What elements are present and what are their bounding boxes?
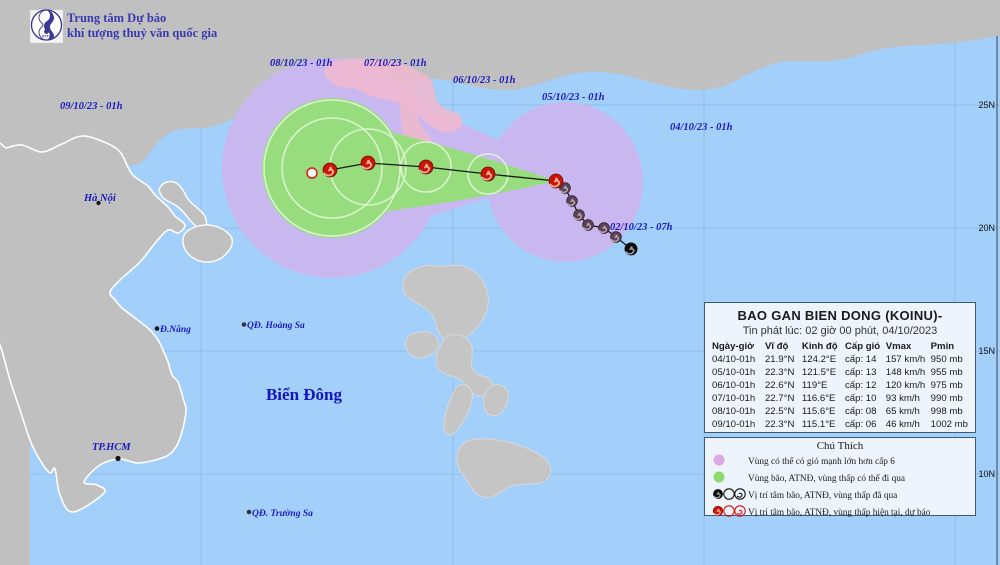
svg-text:Biển Đông: Biển Đông	[266, 385, 343, 404]
svg-text:05/10/23 - 01h: 05/10/23 - 01h	[542, 92, 605, 103]
svg-text:10N: 10N	[978, 469, 995, 479]
svg-text:07/10/23 - 01h: 07/10/23 - 01h	[364, 58, 427, 69]
svg-text:25N: 25N	[978, 100, 995, 110]
svg-text:Đ.Nẵng: Đ.Nẵng	[159, 324, 191, 335]
svg-text:khí tượng thuỷ văn quốc gia: khí tượng thuỷ văn quốc gia	[67, 26, 218, 40]
svg-text:20N: 20N	[978, 223, 995, 233]
svg-text:15N: 15N	[978, 346, 995, 356]
svg-text:QĐ. Trường Sa: QĐ. Trường Sa	[252, 509, 313, 519]
svg-text:QĐ. Hoàng Sa: QĐ. Hoàng Sa	[247, 321, 305, 331]
svg-text:09/10/23 - 01h: 09/10/23 - 01h	[60, 101, 123, 112]
svg-text:04/10/23 - 01h: 04/10/23 - 01h	[670, 122, 733, 133]
svg-text:02/10/23 - 07h: 02/10/23 - 07h	[610, 222, 673, 233]
svg-text:Hà Nội: Hà Nội	[83, 193, 116, 204]
svg-text:06/10/23 - 01h: 06/10/23 - 01h	[453, 75, 516, 86]
svg-text:08/10/23 - 01h: 08/10/23 - 01h	[270, 58, 333, 69]
svg-text:TP.HCM: TP.HCM	[92, 442, 131, 453]
svg-text:KTTV: KTTV	[42, 35, 52, 39]
svg-text:Trung tâm Dự báo: Trung tâm Dự báo	[67, 11, 166, 25]
